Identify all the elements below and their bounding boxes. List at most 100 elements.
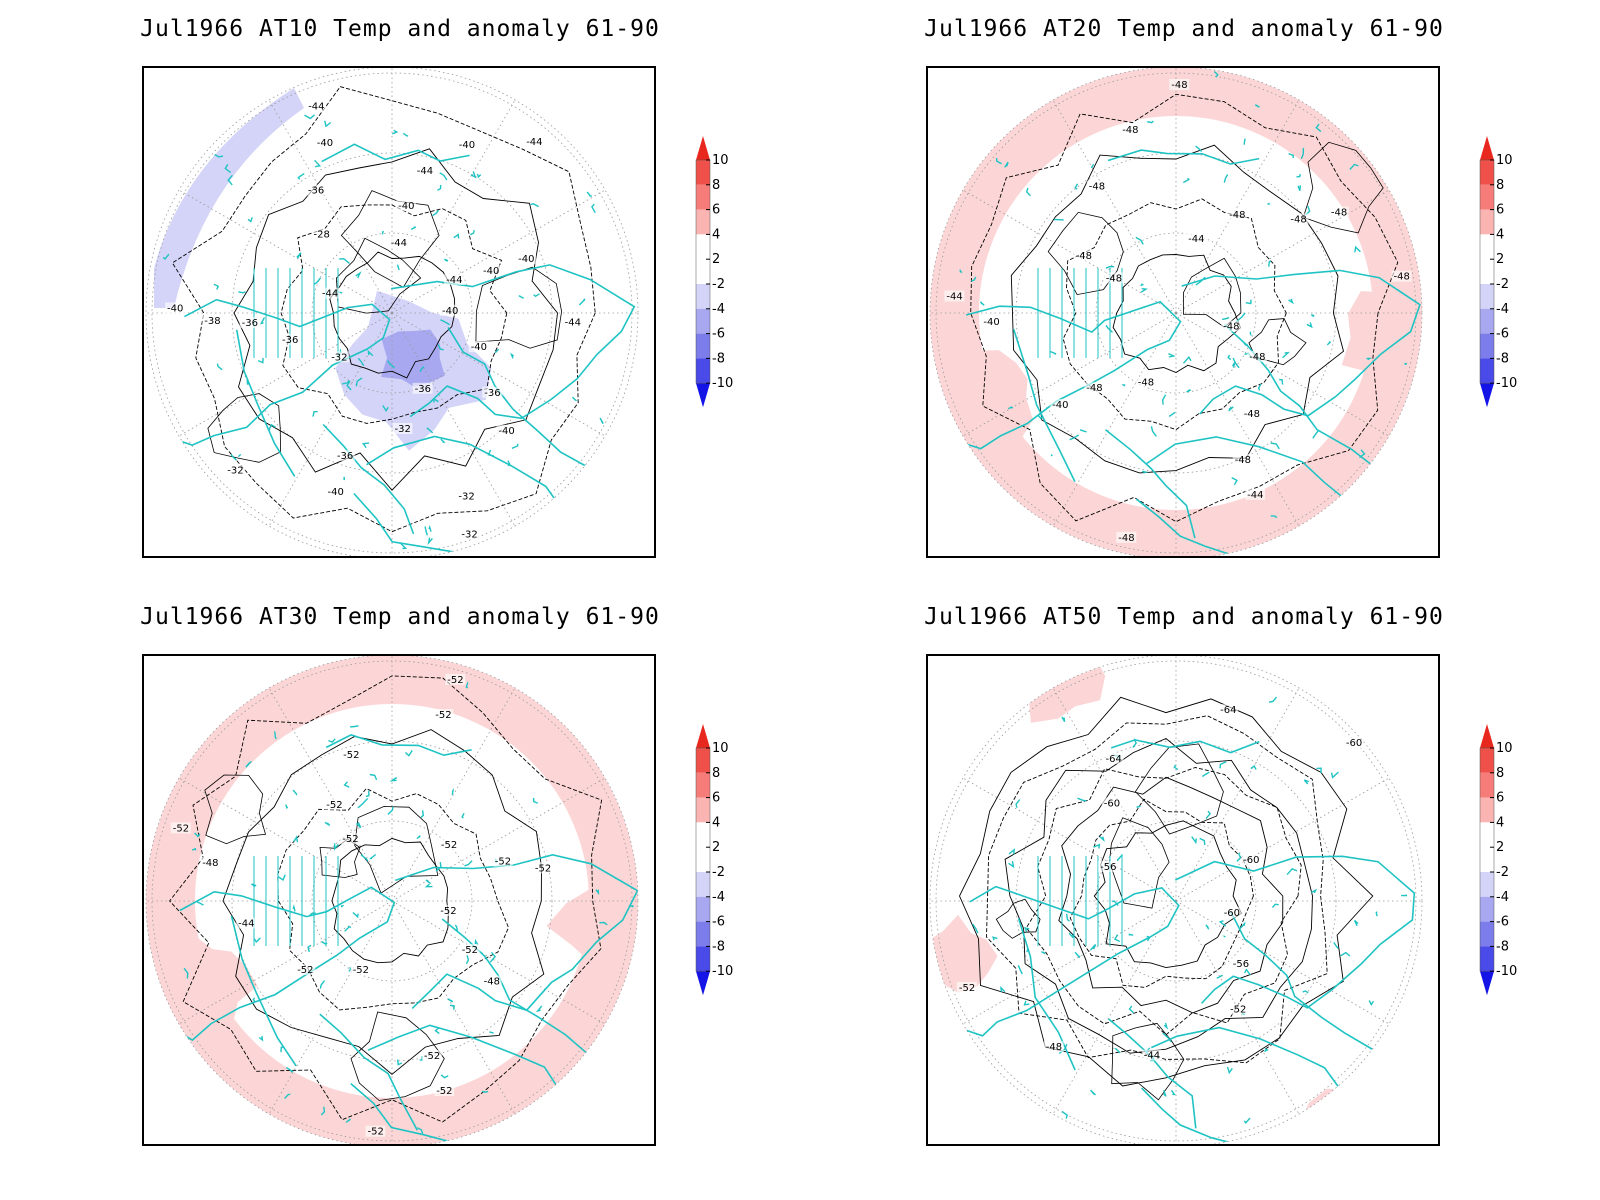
colorbar-tick-label: 4 <box>1496 227 1504 242</box>
contour-label: -36 <box>484 388 500 399</box>
contour-line <box>204 774 267 845</box>
colorbar-swatch <box>1480 333 1494 359</box>
colorbar-swatch <box>696 358 710 384</box>
contour-line <box>331 837 449 964</box>
coastline <box>1017 918 1076 1071</box>
coastline-fragment <box>533 293 540 298</box>
coastline-fragment <box>1227 354 1232 361</box>
contour-label: -40 <box>398 201 414 212</box>
colorbar-tick-label: 10 <box>1496 741 1513 756</box>
contour-label: -60 <box>1346 738 1362 749</box>
map-boundary <box>145 656 639 1144</box>
meridian-line <box>178 900 393 1025</box>
coastline-fragment <box>435 862 442 872</box>
map-boundary <box>929 656 1423 1144</box>
contour-line <box>280 204 508 424</box>
coastline-fragment <box>348 967 352 972</box>
coastline-fragment <box>162 253 170 260</box>
colorbar: 10 8 6 4 2 -2 -4 -6 -8 -10 <box>1479 724 1517 996</box>
coastline-fragment <box>1340 951 1351 957</box>
latitude-circle <box>1015 152 1337 474</box>
coastline-fragment <box>1163 1022 1169 1030</box>
coastline-fragment <box>465 682 469 689</box>
coastline-fragment <box>1065 913 1070 922</box>
latitude-circle <box>1015 740 1337 1062</box>
warm-anomaly-patch <box>1341 286 1422 386</box>
coastline-fragment <box>277 874 286 882</box>
coastline-fragment <box>1008 860 1015 869</box>
coastline <box>441 918 596 1061</box>
warm-anomaly-patch <box>942 350 1033 447</box>
coastline-fragment <box>1077 797 1087 802</box>
coastline-fragment <box>1250 764 1257 770</box>
coastline-fragment <box>1300 147 1305 160</box>
meridian-line <box>391 687 516 902</box>
coastline-fragment <box>433 397 439 403</box>
colorbar-swatch <box>1480 946 1494 972</box>
coastline-fragment <box>511 443 519 450</box>
coastline-fragment <box>425 879 431 885</box>
coastline-fragment <box>530 203 540 208</box>
colorbar-tick-label: -8 <box>1496 939 1509 954</box>
contour-line <box>233 148 558 491</box>
colorbar-tick-label: 10 <box>712 741 729 756</box>
coastline <box>172 886 396 1042</box>
contour-label: -52 <box>1230 1005 1246 1016</box>
coastline <box>1012 328 1076 482</box>
coastline-fragment <box>1312 429 1320 439</box>
coastline-fragment <box>1135 236 1144 245</box>
colorbar-swatch <box>696 946 710 972</box>
coastline-fragment <box>344 925 352 932</box>
colorbar-tick-label: 4 <box>712 227 720 242</box>
coastline-fragment <box>1113 934 1121 943</box>
coastline-fragment <box>253 937 261 943</box>
coastline-fragment <box>1282 351 1291 359</box>
coastline-fragment <box>369 773 378 781</box>
coastline-fragment <box>1090 163 1095 169</box>
cold-anomaly-core <box>381 329 445 387</box>
coastline-fragment <box>489 951 497 963</box>
colorbar-swatch <box>1480 259 1494 284</box>
meridian-line <box>391 312 516 527</box>
contour-label: -48 <box>1171 80 1187 91</box>
contour-label: -40 <box>1052 400 1068 411</box>
contour-label: -48 <box>1235 455 1251 466</box>
contour-label: -52 <box>424 1051 440 1062</box>
coastline-fragment <box>1023 1000 1030 1006</box>
colorbar-arrow-bottom <box>696 383 710 408</box>
coastline <box>1105 429 1196 539</box>
coastline-fragment <box>1221 316 1230 321</box>
coastline <box>1174 855 1416 1009</box>
meridian-line <box>391 189 606 314</box>
coastline-fragment <box>995 157 1002 165</box>
colorbar-swatch <box>696 772 710 798</box>
coastline-fragment <box>595 889 600 896</box>
contour-line <box>1058 776 1284 1014</box>
contour-line <box>1069 798 1254 988</box>
coastline-fragment <box>1311 314 1315 318</box>
contour-label: -48 <box>1076 251 1092 262</box>
coastline-fragment <box>246 380 249 385</box>
coastline <box>1141 1026 1349 1144</box>
colorbar-tick-label: -6 <box>1496 915 1509 930</box>
warm-anomaly-patch <box>930 914 998 993</box>
contour-label: -64 <box>1220 705 1236 716</box>
contour-label: -48 <box>1223 322 1239 333</box>
contour-line <box>995 898 1041 939</box>
coastline-fragment <box>346 380 352 391</box>
coastline-fragment <box>599 921 608 926</box>
polar-map: -48 -48 -48 -48 -44 -48 -48 -48 -40 -40 -44 -48 -48 -… <box>926 66 1440 558</box>
coastline-fragment <box>286 1066 294 1073</box>
contour-label: -48 <box>1394 272 1410 283</box>
coastline-fragment <box>292 789 298 796</box>
contour-label: -52 <box>353 965 369 976</box>
colorbar-tick-label: -2 <box>712 865 725 880</box>
coastline-fragment <box>1245 299 1252 305</box>
coastline-fragment <box>518 295 525 299</box>
coastline-fragment <box>972 923 979 934</box>
coastline-fragment <box>1050 454 1053 457</box>
coastline-fragment <box>328 738 336 743</box>
colorbar-swatch <box>1480 921 1494 947</box>
colorbar-swatch <box>1480 772 1494 798</box>
coastline-fragment <box>343 781 350 788</box>
